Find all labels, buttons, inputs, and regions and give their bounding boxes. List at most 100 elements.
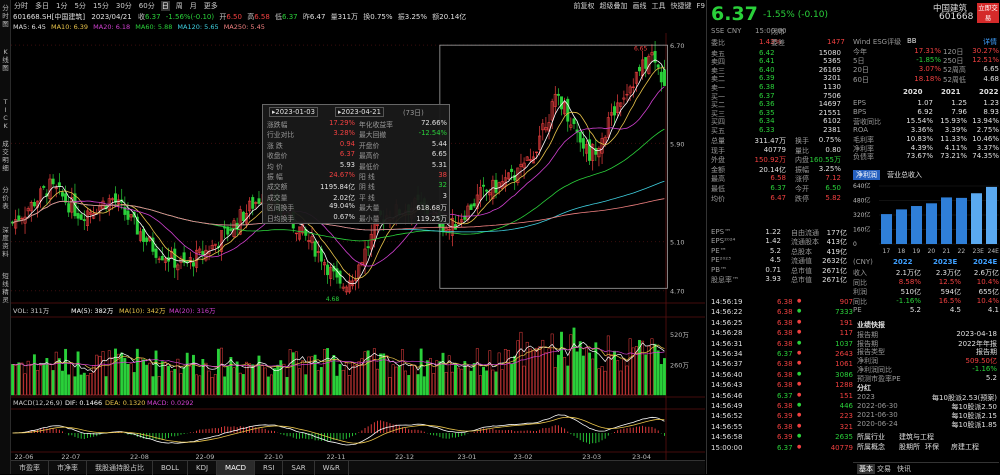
indicator-tab-W&R[interactable]: W&R (315, 460, 349, 475)
profit-bar (941, 197, 952, 244)
tick-volume: 446 (839, 402, 853, 410)
tick-volume: 1288 (835, 381, 853, 390)
right-tab-快讯[interactable]: 快讯 (897, 465, 911, 473)
sidebar-tab[interactable]: 短 线 精 灵 (2, 272, 9, 304)
sidebar-tab[interactable]: 深 度 资 料 (2, 226, 9, 258)
trade-button[interactable]: 立即交易 (977, 3, 999, 23)
concept-tag[interactable]: 房建工程 (951, 443, 979, 451)
net-profit-tab[interactable]: 净利润 (853, 170, 880, 180)
turn-value: 0.75% (370, 13, 393, 21)
volume-bar (569, 334, 573, 396)
volume-bar (507, 349, 510, 396)
bid-volume: 6102 (823, 117, 841, 126)
volume-bar (369, 356, 373, 396)
sidebar-tab[interactable]: T I C K (3, 98, 8, 130)
ma5-line (12, 59, 665, 285)
toolbar-button[interactable]: F9 (696, 2, 705, 10)
revenue-tab[interactable]: 营业总收入 (887, 171, 922, 179)
tick-time: 14:56:49 (711, 402, 743, 410)
volume-bar (210, 377, 214, 396)
timeframe-周[interactable]: 周 (175, 2, 183, 10)
indicator-tab-市净率[interactable]: 市净率 (49, 460, 87, 475)
candle-body (176, 264, 180, 271)
toolbar-button[interactable]: 工具 (651, 2, 666, 10)
industry-row: 所属行业 建筑与工程 (707, 432, 1000, 441)
stock-name: 中国建筑 (933, 4, 968, 14)
volume-bar (85, 375, 89, 396)
indicator-tab-BOLL[interactable]: BOLL (153, 460, 188, 475)
timeframe-60分[interactable]: 60分 (138, 2, 155, 10)
volume-bar (634, 346, 638, 396)
toolbar-button[interactable]: 超级叠加 (599, 2, 628, 10)
volume-bar (419, 348, 423, 396)
timeframe-1分[interactable]: 1分 (56, 2, 68, 10)
vol-label: 量 (330, 13, 338, 21)
candle-body (472, 203, 476, 207)
eps-label: 股息率™ (711, 276, 739, 284)
timeframe-月[interactable]: 月 (189, 2, 197, 10)
candle-body (513, 174, 517, 181)
volume-bar (114, 348, 117, 396)
tick-volume: 321 (839, 422, 853, 431)
concept-tag[interactable]: 股期所 (899, 443, 920, 451)
notice-row: 报告期 2022年年报 (707, 339, 1000, 348)
timeframe-5分[interactable]: 5分 (74, 2, 86, 10)
perf-value: -1.85% (916, 56, 941, 65)
fin-value: 6.92 (917, 107, 933, 116)
concept-tag[interactable]: 环保 (925, 443, 939, 451)
toolbar-button[interactable]: 画线 (632, 2, 647, 10)
popup-end[interactable]: ▸2023-04-21 (335, 107, 384, 117)
profit-bar (956, 197, 967, 244)
timeframe-日[interactable]: 日 (160, 1, 170, 11)
candle-body (478, 187, 482, 201)
volume-bar (663, 358, 666, 396)
timeframe-多日[interactable]: 多日 (35, 2, 49, 10)
toolbar-button[interactable]: 前复权 (573, 2, 595, 10)
volume-bar (435, 360, 439, 396)
sidebar-tab[interactable]: 分 时 图 (2, 4, 9, 28)
bar-y-tick: 160亿 (853, 226, 870, 234)
sidebar-tab[interactable]: K 线 图 (2, 48, 9, 72)
timeframe-15分[interactable]: 15分 (92, 2, 109, 10)
notice-title: 业绩快报 (857, 321, 885, 329)
eps-label: EPS™ (711, 228, 732, 236)
stat-row: 最低 6.37 今开 6.50 (707, 184, 1000, 193)
volume-bar (57, 358, 61, 396)
volume-bar (388, 377, 392, 396)
right-tab-交易[interactable]: 交易 (877, 465, 891, 473)
sidebar-tab[interactable]: 成 交 明 细 (2, 140, 9, 172)
popup-start[interactable]: ▸2023-01-03 (269, 107, 318, 117)
volume-bar (591, 358, 595, 396)
indicator-tab-我股通持股占比[interactable]: 我股通持股占比 (87, 460, 153, 475)
fin-value: 3.39% (944, 125, 967, 134)
kline-svg[interactable]: 6.705.905.104.702022/06/15-2023/04/21(21… (11, 33, 705, 460)
timeframe-分时[interactable]: 分时 (14, 2, 28, 10)
indicator-tab-SAR[interactable]: SAR (283, 460, 315, 475)
eps-value: 177亿 (826, 229, 847, 237)
right-tab-基本[interactable]: 基本 (857, 464, 875, 474)
tick-dot: ● (797, 402, 802, 408)
popup-value: 32 (438, 181, 447, 190)
indicator-tab-RSI[interactable]: RSI (255, 460, 284, 475)
fin-value: 11.33% (940, 134, 967, 143)
timeframe-30分[interactable]: 30分 (115, 2, 132, 10)
y-tick-label: 5.10 (670, 239, 684, 247)
volume-bar (123, 357, 127, 396)
esg-detail-link[interactable]: 详情 (983, 38, 997, 46)
volume-bar (23, 373, 27, 396)
sidebar-tab[interactable]: 分 价 表 (2, 186, 9, 210)
kline-chart-area[interactable]: 6.705.905.104.702022/06/15-2023/04/21(21… (11, 33, 705, 474)
indicator-tab-市盈率[interactable]: 市盈率 (11, 460, 49, 475)
bid-volume: 14697 (818, 100, 841, 109)
indicator-tab-MACD[interactable]: MACD (217, 460, 256, 475)
candle-body (531, 156, 535, 164)
forecast-row: 同比 8.58% 12.5% 10.4% (707, 278, 1000, 287)
eps-label: 总股本 (791, 247, 812, 256)
indicator-tab-KDJ[interactable]: KDJ (188, 460, 218, 475)
volume-bar (585, 347, 588, 396)
dea-line (12, 416, 665, 444)
toolbar-button[interactable]: 快捷键 (670, 2, 692, 10)
volume-bar (313, 354, 317, 396)
forecast-value: 510亿 (900, 288, 921, 297)
timeframe-更多[interactable]: 更多 (203, 2, 218, 10)
